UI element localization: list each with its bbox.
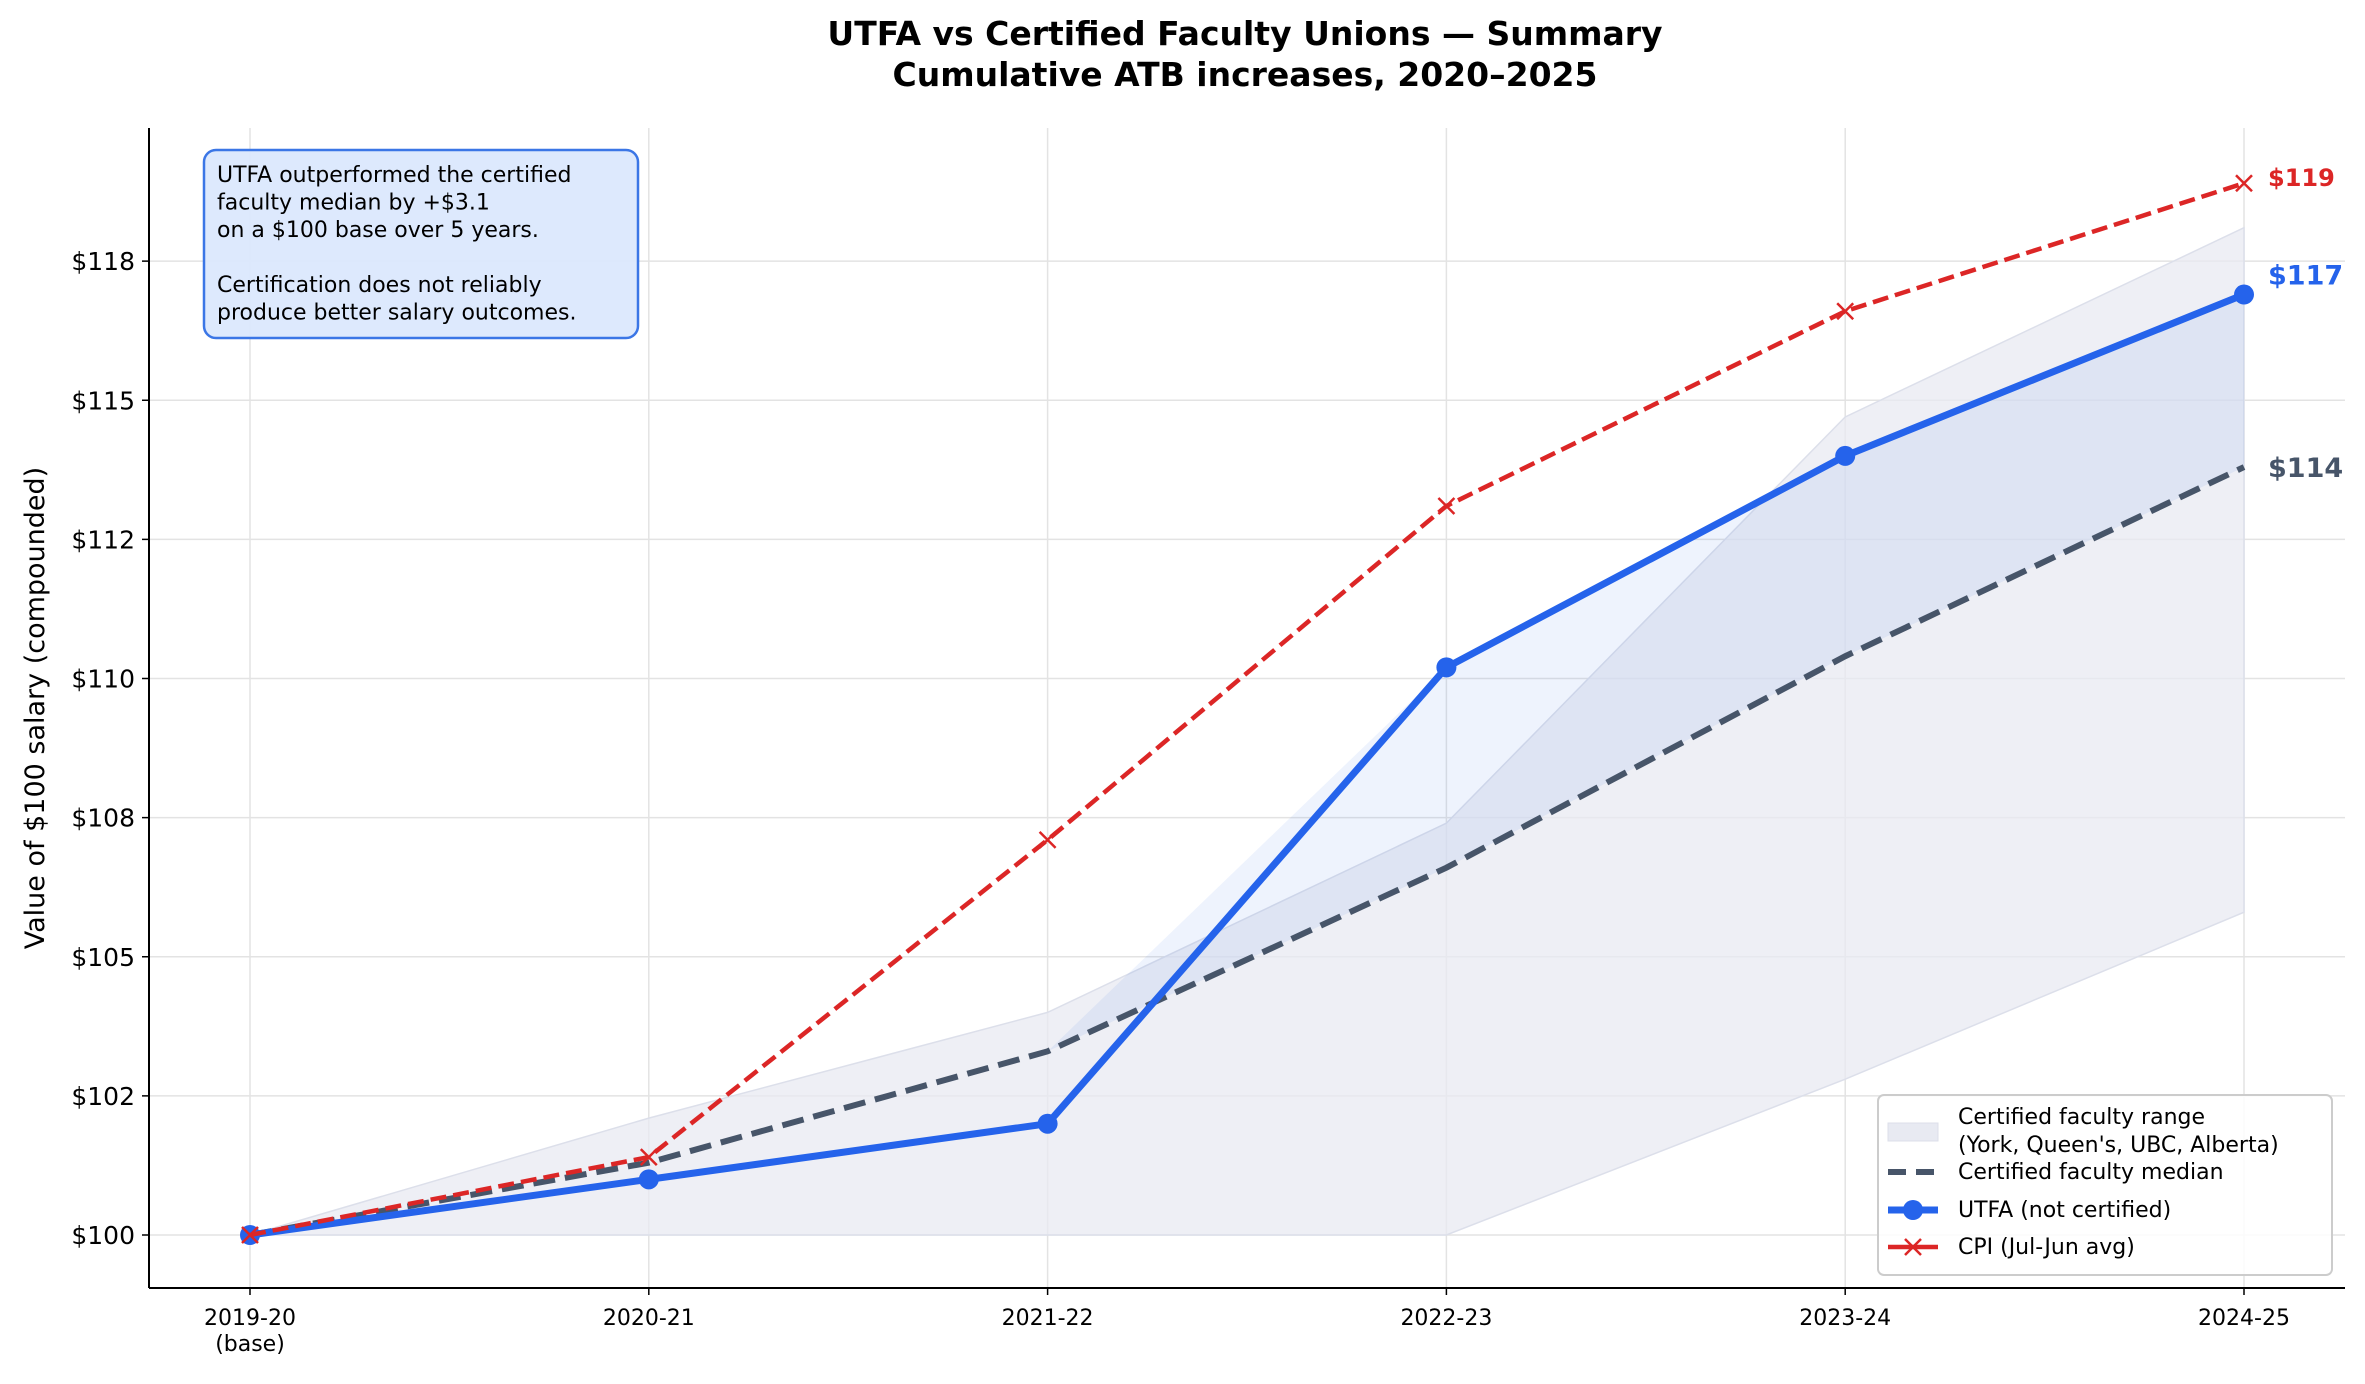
y-axis-label: Value of $100 salary (compounded) xyxy=(20,467,51,949)
utfa-advantage-fill xyxy=(250,294,2244,1235)
legend-label-2: CPI (Jul-Jun avg) xyxy=(1958,1235,2135,1260)
legend-label-1: UTFA (not certified) xyxy=(1958,1198,2171,1223)
annotation-box xyxy=(202,148,640,340)
series-line-2 xyxy=(249,181,2245,1238)
series-line-0 xyxy=(249,464,2246,1238)
x-tick-label: 2020-21 xyxy=(603,1306,695,1331)
utfa-point xyxy=(1835,445,1856,466)
cpi-point xyxy=(241,1226,259,1244)
x-tick-label: 2024-25 xyxy=(2198,1306,2290,1331)
series-line-1 xyxy=(249,291,2246,1239)
y-tick-label: $102 xyxy=(71,1082,135,1111)
end-label: $119 xyxy=(2268,164,2335,192)
y-tick-label: $100 xyxy=(71,1221,135,1250)
cpi-point xyxy=(1038,831,1057,849)
chart-subtitle: Cumulative ATB increases, 2020–2025 xyxy=(893,55,1598,94)
y-tick-label: $108 xyxy=(71,804,135,833)
annotation-text: UTFA outperformed the certified faculty m… xyxy=(217,163,576,326)
utfa-point xyxy=(2234,284,2254,305)
legend-label-range: Certified faculty range (York, Queen's, U… xyxy=(1958,1105,2279,1158)
legend-marker xyxy=(1903,1200,1923,1220)
y-tick-label: $115 xyxy=(71,386,135,415)
cpi-point xyxy=(1836,302,1855,321)
end-label: $114 xyxy=(2268,453,2343,484)
legend-marker xyxy=(1904,1238,1922,1256)
utfa-point xyxy=(1037,1113,1058,1134)
x-tick-label: 2022-23 xyxy=(1400,1306,1492,1331)
legend-label-0: Certified faculty median xyxy=(1958,1160,2224,1185)
x-tick-label: 2019-20 (base) xyxy=(204,1306,296,1357)
certified-range-band xyxy=(249,226,2245,1236)
legend-box xyxy=(1877,1094,2333,1276)
utfa-point xyxy=(638,1169,659,1190)
chart-title: UTFA vs Certified Faculty Unions — Summa… xyxy=(827,14,1662,53)
utfa-point xyxy=(1436,657,1457,678)
cpi-point xyxy=(639,1148,658,1166)
x-tick-label: 2023-24 xyxy=(1799,1306,1891,1331)
y-tick-label: $110 xyxy=(71,665,135,694)
end-label: $117 xyxy=(2268,261,2343,292)
y-tick-label: $105 xyxy=(71,943,135,972)
x-tick-label: 2021-22 xyxy=(1002,1306,1094,1331)
cpi-point xyxy=(2235,174,2253,193)
y-tick-label: $118 xyxy=(71,247,135,276)
legend-swatch-range xyxy=(1887,1122,1939,1142)
y-tick-label: $112 xyxy=(71,525,135,554)
cpi-point xyxy=(1437,497,1456,515)
